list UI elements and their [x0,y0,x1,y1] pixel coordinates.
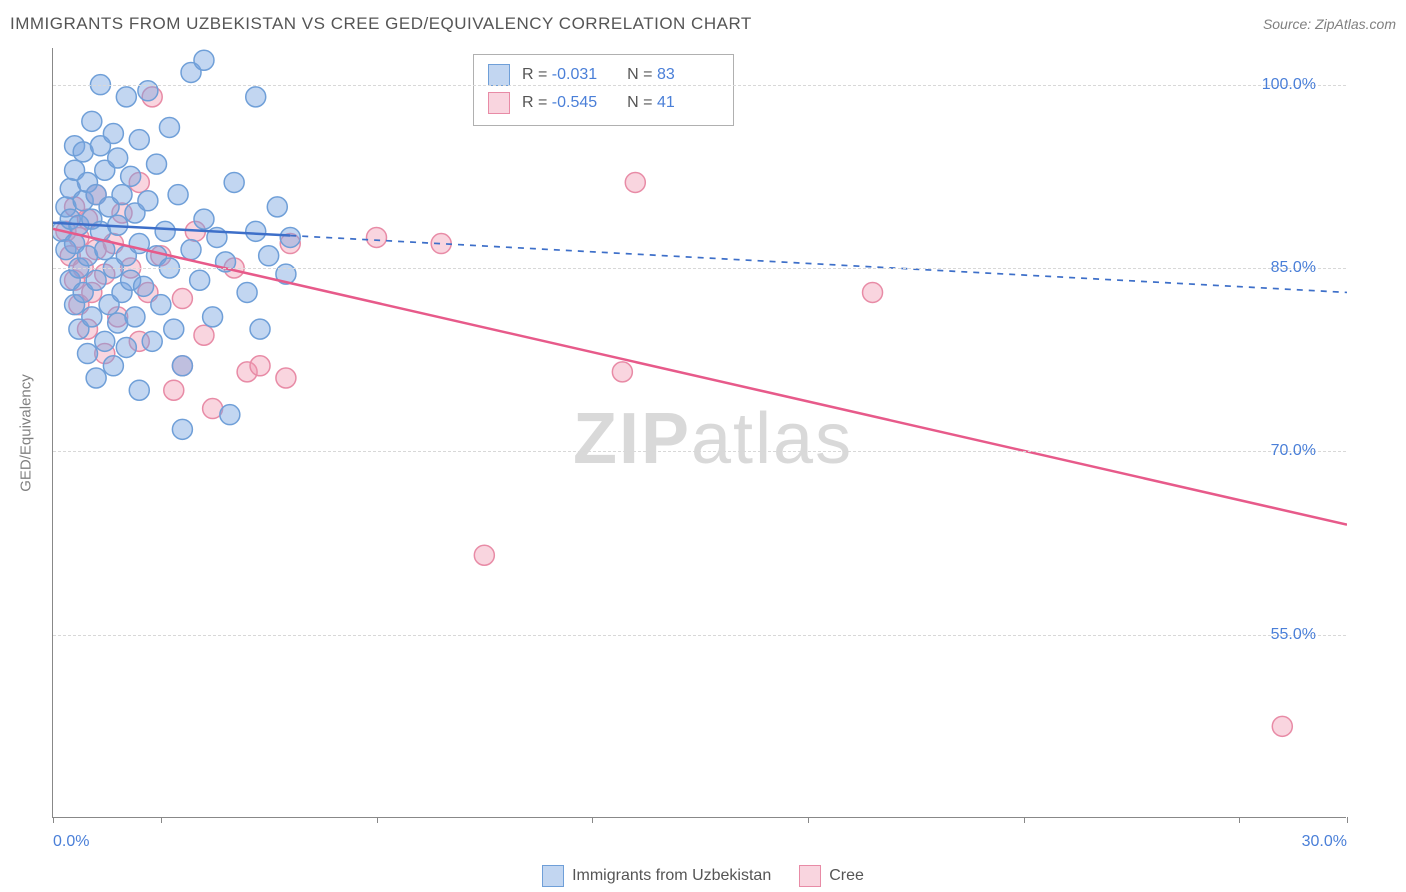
legend-series-box: Immigrants from Uzbekistan Cree [0,860,1406,892]
data-point [95,331,115,351]
plot-svg [53,48,1347,818]
gridline [53,85,1346,86]
data-point [181,240,201,260]
data-point [863,282,883,302]
x-tick [377,817,378,823]
swatch-series2 [488,92,510,114]
legend-label-series2: Cree [829,867,864,885]
data-point [82,307,102,327]
legend-r-value-1: -0.031 [552,66,614,84]
data-point [121,166,141,186]
y-axis-label: GED/Equivalency [18,374,35,492]
legend-n-label-2: N = [627,94,657,111]
x-tick [53,817,54,823]
legend-n-value-2: 41 [657,94,719,112]
data-point [276,368,296,388]
data-point [237,282,257,302]
regression-line-extrapolated [290,236,1347,293]
data-point [224,172,244,192]
swatch-series1-bottom [542,865,564,887]
data-point [172,289,192,309]
data-point [164,319,184,339]
data-point [82,111,102,131]
data-point [367,227,387,247]
legend-n-value-1: 83 [657,66,719,84]
data-point [280,227,300,247]
y-tick-label: 55.0% [1271,626,1316,644]
x-tick [1347,817,1348,823]
data-point [147,154,167,174]
data-point [125,307,145,327]
data-point [116,87,136,107]
data-point [168,185,188,205]
y-axis-label-wrap: GED/Equivalency [0,48,52,818]
data-point [250,356,270,376]
data-point [190,270,210,290]
chart-area: ZIPatlas R = -0.031 N = 83 R = -0.545 [52,48,1346,818]
data-point [194,50,214,70]
gridline [53,635,1346,636]
data-point [116,337,136,357]
data-point [78,344,98,364]
data-point [172,419,192,439]
header: IMMIGRANTS FROM UZBEKISTAN VS CREE GED/E… [0,0,1406,48]
chart-title: IMMIGRANTS FROM UZBEKISTAN VS CREE GED/E… [10,14,752,34]
data-point [142,331,162,351]
data-point [155,221,175,241]
gridline [53,268,1346,269]
legend-r-value-2: -0.545 [552,94,614,112]
y-tick-label: 100.0% [1262,76,1316,94]
chart-container: IMMIGRANTS FROM UZBEKISTAN VS CREE GED/E… [0,0,1406,892]
data-point [612,362,632,382]
data-point [86,368,106,388]
y-tick-label: 70.0% [1271,442,1316,460]
legend-row-series2: R = -0.545 N = 41 [488,89,719,117]
data-point [159,117,179,137]
gridline [53,451,1346,452]
data-point [194,209,214,229]
data-point [103,124,123,144]
legend-item-series1: Immigrants from Uzbekistan [542,865,771,887]
data-point [474,545,494,565]
x-tick [161,817,162,823]
x-tick-label: 0.0% [53,833,89,851]
x-tick [592,817,593,823]
data-point [250,319,270,339]
data-point [194,325,214,345]
data-point [246,87,266,107]
data-point [625,172,645,192]
legend-n-label-1: N = [627,66,657,83]
legend-correlation-box: R = -0.031 N = 83 R = -0.545 N = 41 [473,54,734,126]
data-point [134,276,154,296]
data-point [112,185,132,205]
data-point [259,246,279,266]
data-point [103,356,123,376]
data-point [246,221,266,241]
swatch-series2-bottom [799,865,821,887]
y-tick-label: 85.0% [1271,259,1316,277]
data-point [129,130,149,150]
data-point [108,148,128,168]
legend-r-label-2: R = [522,94,552,111]
source-label: Source: ZipAtlas.com [1263,16,1396,32]
data-point [203,307,223,327]
x-tick [808,817,809,823]
swatch-series1 [488,64,510,86]
legend-r-label-1: R = [522,66,552,83]
x-tick [1024,817,1025,823]
x-tick-label: 30.0% [1302,833,1347,851]
data-point [138,191,158,211]
data-point [172,356,192,376]
data-point [220,405,240,425]
data-point [164,380,184,400]
legend-item-series2: Cree [799,865,864,887]
data-point [86,270,106,290]
x-tick [1239,817,1240,823]
data-point [129,380,149,400]
data-point [151,295,171,315]
data-point [267,197,287,217]
legend-label-series1: Immigrants from Uzbekistan [572,867,771,885]
data-point [1272,716,1292,736]
